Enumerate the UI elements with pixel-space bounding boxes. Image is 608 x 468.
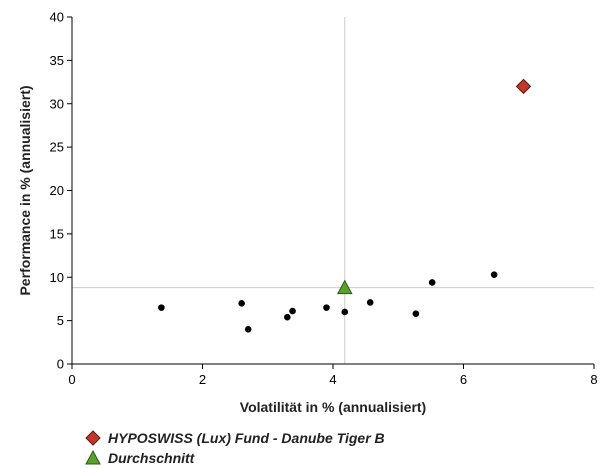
- peer-point: [490, 271, 498, 278]
- triangle-icon: [85, 449, 101, 465]
- y-tick-label: 0: [57, 357, 64, 372]
- peer-point: [366, 299, 374, 306]
- average-point: [336, 279, 353, 295]
- y-tick-label: 30: [50, 96, 64, 111]
- diamond-icon: [85, 430, 101, 446]
- legend-label-average: Durchschnitt: [108, 450, 195, 466]
- peer-point: [323, 304, 330, 311]
- y-tick-label: 10: [50, 270, 64, 285]
- legend-item-average: Durchschnitt: [84, 448, 385, 468]
- y-tick-label: 15: [50, 226, 64, 241]
- y-tick-label: 40: [50, 10, 64, 25]
- peer-point: [158, 304, 165, 311]
- fund-point: [515, 78, 532, 95]
- peer-point: [284, 313, 291, 321]
- x-tick-label: 0: [68, 372, 75, 387]
- x-tick-label: 2: [199, 372, 206, 387]
- peer-point: [428, 279, 436, 286]
- legend-label-fund: HYPOSWISS (Lux) Fund - Danube Tiger B: [108, 430, 385, 446]
- x-tick-label: 6: [460, 372, 467, 387]
- axes: [67, 16, 595, 369]
- peer-point: [412, 310, 420, 317]
- x-tick-label: 8: [590, 372, 597, 387]
- y-tick-label: 35: [50, 53, 64, 68]
- reference-lines: [72, 17, 594, 364]
- legend: HYPOSWISS (Lux) Fund - Danube Tiger B Du…: [84, 428, 385, 468]
- legend-item-fund: HYPOSWISS (Lux) Fund - Danube Tiger B: [84, 428, 385, 448]
- x-tick-label: 4: [329, 372, 336, 387]
- tick-labels: 0 5 10 15 20 25 30 35 40 0 2 4 6 8: [50, 10, 598, 388]
- x-axis-label: Volatilität in % (annualisiert): [240, 399, 426, 415]
- y-tick-label: 5: [57, 313, 64, 328]
- peer-point: [341, 308, 349, 316]
- y-tick-label: 20: [50, 183, 64, 198]
- peer-point: [289, 307, 296, 315]
- y-tick-label: 25: [50, 140, 64, 155]
- y-axis-label: Performance in % (annualisiert): [17, 85, 33, 295]
- data-points: [158, 78, 532, 333]
- peer-point: [238, 299, 245, 307]
- peer-point: [244, 326, 252, 333]
